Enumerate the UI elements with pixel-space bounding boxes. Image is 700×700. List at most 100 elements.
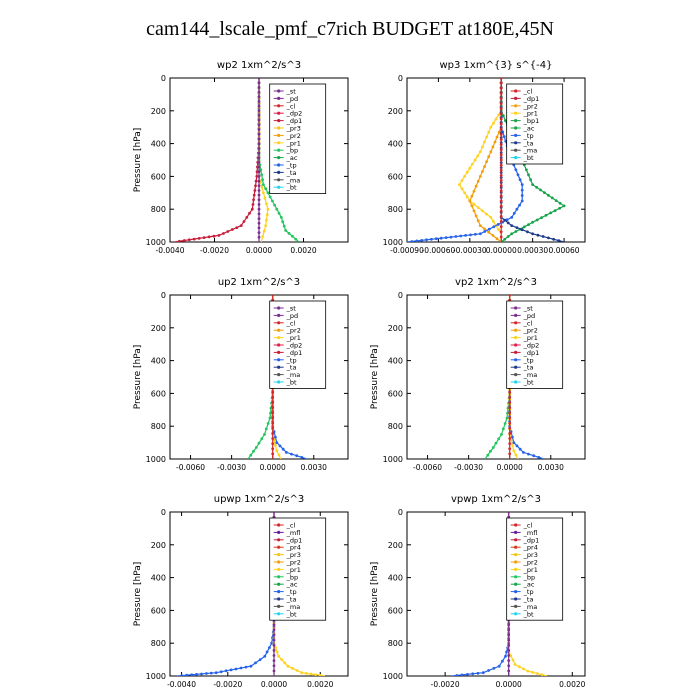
series-point: [510, 232, 514, 236]
series-point: [499, 97, 503, 100]
series-point: [458, 183, 461, 187]
series-point: [472, 202, 476, 206]
series-point: [260, 185, 264, 189]
y-tick-label: 1000: [146, 672, 166, 681]
series-point: [491, 234, 495, 237]
series-point: [481, 209, 484, 213]
series-point: [525, 168, 528, 172]
series-point: [272, 659, 276, 662]
legend-entry: _tp: [286, 356, 297, 364]
series-point: [508, 452, 512, 456]
series-point: [503, 422, 507, 425]
y-tick-label: 400: [151, 574, 166, 583]
legend-marker: [277, 119, 281, 123]
legend-marker: [277, 582, 281, 586]
series-point: [504, 119, 507, 122]
series-point: [272, 643, 276, 647]
series-point: [505, 650, 508, 654]
series-point: [470, 204, 474, 208]
series-point: [257, 118, 261, 122]
series-point: [527, 223, 530, 227]
series-group: [407, 78, 566, 242]
series-point: [554, 199, 558, 203]
legend-marker: [514, 538, 518, 542]
y-tick-label: 600: [388, 172, 403, 181]
y-tick-label: 1000: [146, 238, 166, 247]
series-point: [439, 236, 443, 240]
series-point: [522, 225, 526, 229]
series-point: [466, 673, 469, 676]
legend-marker: [277, 597, 281, 601]
x-tick-label: -0.0020: [213, 680, 242, 689]
legend-entry: _pr1: [286, 334, 301, 342]
series-point: [257, 189, 261, 192]
series-point: [255, 175, 259, 178]
series-point: [257, 193, 261, 197]
series-point: [497, 113, 500, 117]
series-point: [526, 230, 529, 234]
series-point: [460, 673, 464, 676]
series-point: [508, 416, 512, 420]
series-point: [476, 219, 480, 223]
series-point: [535, 672, 539, 675]
y-axis-label: Pressure [hPa]: [133, 345, 143, 410]
series-point: [425, 238, 428, 242]
series-point: [499, 163, 503, 167]
series-point: [271, 401, 275, 404]
series-point: [275, 207, 279, 211]
legend-entry: _pd: [286, 312, 299, 320]
series-point: [495, 237, 499, 241]
series-point: [197, 237, 201, 240]
series-point: [506, 235, 510, 238]
series-group: [174, 78, 300, 242]
legend-marker: [514, 358, 518, 362]
series-point: [261, 178, 264, 182]
y-tick-label: 0: [161, 291, 166, 300]
y-tick-label: 1000: [383, 672, 403, 681]
series-point: [295, 454, 299, 458]
y-tick-label: 800: [388, 205, 403, 214]
legend-marker: [277, 133, 281, 137]
legend-entry: _ma: [286, 371, 301, 379]
y-axis-label: Pressure [hPa]: [133, 128, 143, 193]
series-point: [281, 447, 285, 451]
series-point: [506, 411, 509, 415]
legend-entry: _ma: [523, 147, 538, 155]
series-point: [491, 145, 495, 149]
legend-marker: [514, 306, 518, 310]
series-point: [507, 512, 511, 514]
legend-marker: [277, 523, 281, 527]
series-point: [547, 236, 550, 240]
series-point: [471, 672, 475, 676]
series-point: [282, 224, 286, 228]
legend-marker: [277, 89, 281, 93]
series-point: [217, 234, 221, 237]
legend-marker: [277, 148, 281, 152]
series-point: [257, 81, 261, 85]
series-point: [285, 451, 288, 454]
series-point: [254, 184, 257, 188]
y-tick-label: 400: [388, 140, 403, 149]
series-point: [257, 235, 261, 239]
series-point: [180, 674, 184, 676]
series-point: [522, 667, 525, 671]
series-point: [540, 216, 543, 220]
series-point: [234, 667, 238, 671]
series-point: [511, 443, 514, 447]
plot-frame: [406, 77, 586, 243]
series-point: [486, 453, 490, 457]
series-point: [499, 204, 503, 208]
series-point: [499, 184, 503, 188]
series-point: [257, 128, 261, 131]
series-point: [531, 183, 534, 187]
series-point: [272, 664, 276, 668]
legend-marker: [514, 604, 518, 609]
series-point: [510, 216, 514, 219]
series-point: [499, 153, 503, 157]
series-point: [257, 100, 261, 103]
x-tick-label: 0.0020: [290, 246, 316, 255]
legend-entry: _pr3: [523, 551, 538, 559]
series-point: [266, 207, 270, 211]
series-point: [226, 230, 230, 233]
series-point: [222, 232, 225, 235]
